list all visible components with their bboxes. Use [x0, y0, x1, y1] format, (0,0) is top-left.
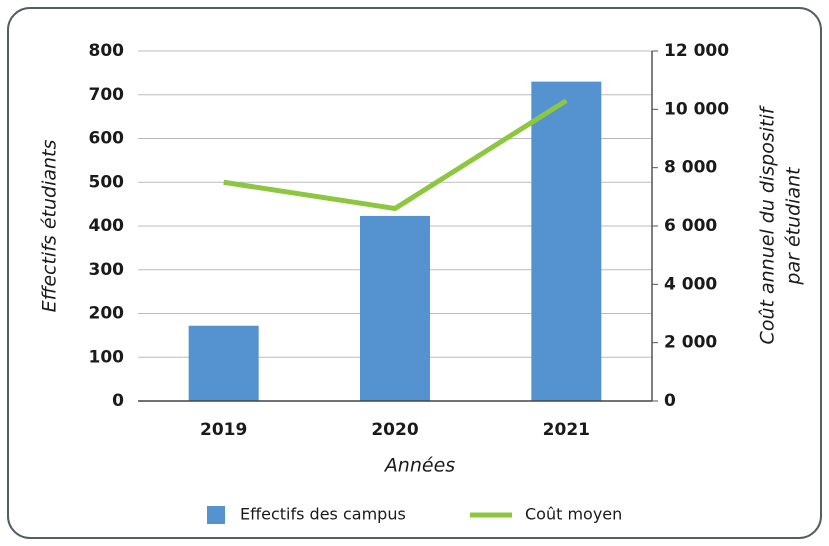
- y-tick-label: 400: [89, 216, 125, 236]
- y-tick-label: 200: [89, 304, 125, 324]
- x-tick-label: 2020: [371, 420, 418, 440]
- x-tick-label: 2021: [543, 420, 590, 440]
- y2-tick-label: 2 000: [664, 333, 717, 353]
- y-tick-label: 100: [89, 347, 125, 367]
- y2-tick-label: 10 000: [664, 99, 729, 119]
- y2-tick-label: 6 000: [664, 216, 717, 236]
- y-axis-label: Effectifs étudiants: [39, 140, 61, 313]
- legend-label: Effectifs des campus: [240, 505, 406, 524]
- y2-axis-label: Coût annuel du dispositif: [757, 104, 779, 344]
- y-tick-label: 500: [89, 172, 125, 192]
- bar: [531, 81, 602, 401]
- y2-axis-label: par étudiant: [783, 166, 805, 286]
- y-tick-label: 600: [89, 129, 125, 149]
- y2-tick-label: 8 000: [664, 158, 717, 178]
- y2-tick-label: 0: [664, 391, 676, 411]
- x-axis-label: Années: [383, 455, 455, 477]
- bar: [188, 325, 259, 401]
- y-tick-label: 700: [89, 85, 125, 105]
- y2-tick-label: 4 000: [664, 274, 717, 294]
- y-tick-label: 0: [112, 391, 124, 411]
- x-tick-label: 2019: [200, 420, 247, 440]
- line: [223, 98, 568, 211]
- y-tick-label: 300: [89, 260, 125, 280]
- bar: [360, 215, 430, 401]
- y-tick-label: 800: [89, 41, 125, 61]
- legend-swatch: [207, 506, 225, 524]
- y2-tick-label: 12 000: [664, 41, 729, 61]
- legend-label: Coût moyen: [525, 505, 622, 524]
